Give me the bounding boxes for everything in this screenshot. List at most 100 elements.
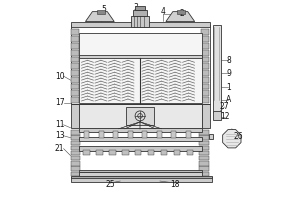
Text: 27: 27 — [220, 102, 229, 111]
Bar — [172, 131, 176, 138]
Bar — [122, 150, 129, 155]
Bar — [157, 131, 162, 138]
Text: A: A — [226, 95, 231, 104]
Polygon shape — [85, 12, 114, 22]
Bar — [70, 151, 80, 155]
Bar — [99, 131, 104, 138]
Bar — [177, 10, 185, 14]
Bar — [70, 90, 79, 96]
Text: 9: 9 — [226, 69, 231, 78]
Bar — [70, 130, 80, 135]
Text: 10: 10 — [55, 72, 64, 81]
Bar — [79, 33, 202, 103]
Text: 12: 12 — [220, 112, 229, 121]
Bar — [201, 90, 208, 96]
Circle shape — [135, 111, 145, 121]
Bar — [79, 104, 202, 128]
Polygon shape — [202, 104, 210, 128]
Text: 3: 3 — [134, 3, 139, 12]
Text: 17: 17 — [55, 98, 64, 107]
Bar — [79, 137, 202, 141]
Bar — [199, 171, 208, 176]
Bar — [70, 57, 79, 62]
Bar — [109, 150, 116, 155]
Text: 4: 4 — [160, 7, 165, 16]
Bar — [98, 10, 105, 14]
Bar — [199, 135, 208, 140]
Bar — [208, 134, 213, 139]
Bar — [201, 70, 208, 76]
Text: 21: 21 — [55, 144, 64, 153]
Text: 18: 18 — [170, 180, 180, 189]
Bar — [201, 84, 208, 89]
Bar — [133, 10, 147, 16]
Text: 1: 1 — [226, 83, 231, 92]
Bar — [79, 172, 202, 176]
Bar — [199, 151, 208, 155]
Bar — [201, 63, 208, 69]
Bar — [70, 70, 79, 76]
Bar — [135, 150, 142, 155]
Bar — [201, 43, 208, 49]
Bar — [70, 36, 79, 42]
Bar — [201, 77, 208, 83]
Bar — [96, 150, 103, 155]
Bar — [199, 161, 208, 166]
Bar — [70, 141, 80, 145]
Bar — [70, 146, 80, 150]
Bar — [128, 131, 133, 138]
Bar — [201, 29, 208, 35]
Bar — [70, 176, 212, 178]
Bar — [83, 150, 90, 155]
Bar — [79, 128, 202, 132]
Bar — [199, 166, 208, 171]
Text: 11: 11 — [55, 120, 64, 129]
Bar — [187, 150, 193, 155]
Bar — [70, 43, 79, 49]
Bar — [70, 171, 80, 176]
Bar — [70, 22, 210, 27]
Bar — [70, 156, 80, 160]
Polygon shape — [70, 104, 79, 128]
Bar — [161, 150, 167, 155]
Polygon shape — [223, 130, 241, 148]
Bar — [79, 170, 202, 172]
Bar — [142, 131, 147, 138]
Bar — [85, 131, 89, 138]
Bar — [79, 146, 202, 151]
Polygon shape — [166, 12, 195, 22]
Bar — [199, 156, 208, 160]
Bar — [113, 131, 119, 138]
Bar — [131, 16, 149, 27]
Bar — [70, 77, 79, 83]
Text: 8: 8 — [226, 56, 231, 65]
Bar — [70, 97, 79, 103]
Text: 5: 5 — [101, 5, 106, 14]
Bar — [201, 57, 208, 62]
Bar — [135, 6, 145, 10]
Bar — [213, 111, 220, 120]
Text: 26: 26 — [234, 132, 243, 141]
Bar — [199, 141, 208, 145]
Bar — [70, 161, 80, 166]
Bar — [174, 150, 180, 155]
Bar — [201, 97, 208, 103]
Bar — [70, 25, 210, 104]
Bar — [199, 130, 208, 135]
Bar — [70, 84, 79, 89]
Bar — [70, 166, 80, 171]
Text: 2: 2 — [179, 9, 184, 18]
Bar — [201, 36, 208, 42]
Bar — [70, 177, 212, 182]
Bar — [199, 146, 208, 150]
Bar — [70, 63, 79, 69]
Text: 13: 13 — [55, 131, 64, 140]
Bar — [70, 135, 80, 140]
Bar — [213, 25, 220, 112]
Bar — [186, 131, 191, 138]
Bar — [79, 55, 202, 58]
Bar — [70, 29, 79, 35]
Bar — [70, 50, 79, 56]
Bar — [126, 107, 154, 125]
Circle shape — [138, 114, 142, 118]
